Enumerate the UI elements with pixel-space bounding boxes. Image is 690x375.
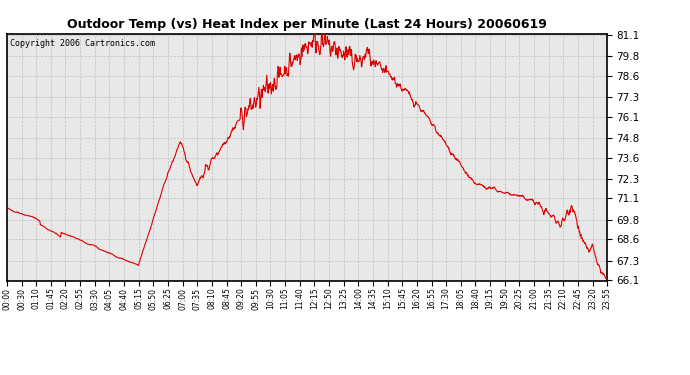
Title: Outdoor Temp (vs) Heat Index per Minute (Last 24 Hours) 20060619: Outdoor Temp (vs) Heat Index per Minute … xyxy=(67,18,547,31)
Text: Copyright 2006 Cartronics.com: Copyright 2006 Cartronics.com xyxy=(10,39,155,48)
